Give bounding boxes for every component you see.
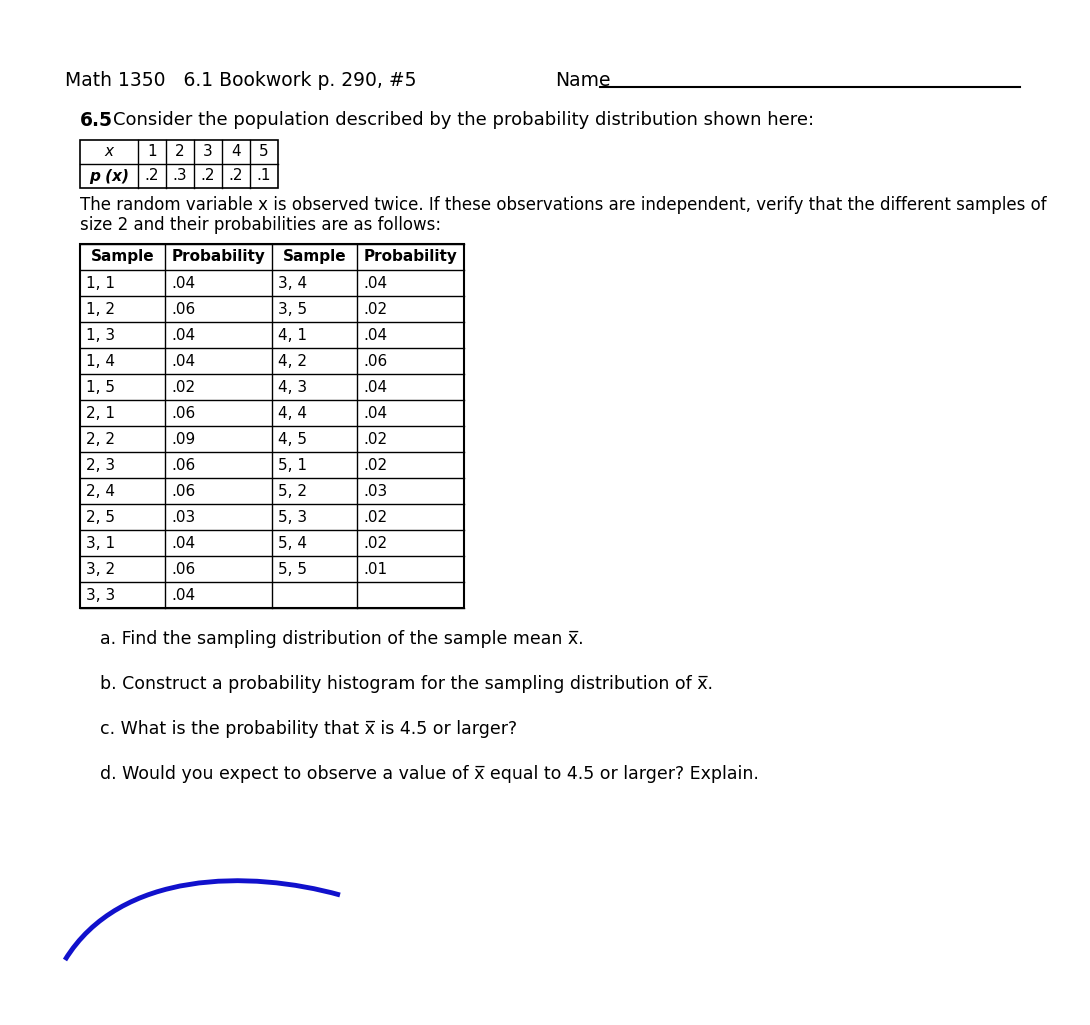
Text: 5, 3: 5, 3	[278, 509, 307, 525]
Text: .04: .04	[171, 354, 195, 369]
Text: p (x): p (x)	[89, 168, 129, 183]
Text: 4, 1: 4, 1	[278, 328, 307, 342]
Text: Math 1350   6.1 Bookwork p. 290, #5: Math 1350 6.1 Bookwork p. 290, #5	[65, 71, 416, 89]
Text: The random variable x is observed twice. If these observations are independent, : The random variable x is observed twice.…	[80, 196, 1046, 214]
Text: 1, 1: 1, 1	[86, 276, 116, 290]
Text: 2, 1: 2, 1	[86, 406, 116, 420]
Text: 1, 2: 1, 2	[86, 301, 116, 317]
Text: b. Construct a probability histogram for the sampling distribution of x̅.: b. Construct a probability histogram for…	[100, 675, 713, 693]
Text: 5, 2: 5, 2	[278, 484, 307, 498]
Text: size 2 and their probabilities are as follows:: size 2 and their probabilities are as fo…	[80, 216, 441, 234]
Bar	[80, 140, 278, 188]
Text: .06: .06	[171, 457, 195, 473]
Text: .06: .06	[171, 406, 195, 420]
Text: Sample: Sample	[282, 249, 347, 264]
Text: .2: .2	[145, 168, 159, 183]
Text: .06: .06	[171, 562, 195, 576]
Text: .04: .04	[363, 406, 387, 420]
Text: 1, 5: 1, 5	[86, 379, 116, 395]
Text: .02: .02	[363, 301, 387, 317]
Text: 5, 1: 5, 1	[278, 457, 307, 473]
Text: 2, 4: 2, 4	[86, 484, 116, 498]
Text: a. Find the sampling distribution of the sample mean x̅.: a. Find the sampling distribution of the…	[100, 630, 583, 648]
Text: 2, 5: 2, 5	[86, 509, 116, 525]
Text: c. What is the probability that x̅ is 4.5 or larger?: c. What is the probability that x̅ is 4.…	[100, 720, 517, 738]
Bar	[80, 244, 464, 608]
Text: 5, 4: 5, 4	[278, 535, 307, 550]
Text: .03: .03	[171, 509, 195, 525]
Text: .02: .02	[363, 432, 387, 447]
Text: d. Would you expect to observe a value of x̅ equal to 4.5 or larger? Explain.: d. Would you expect to observe a value o…	[100, 765, 759, 783]
Text: .03: .03	[363, 484, 387, 498]
Text: .06: .06	[363, 354, 387, 369]
Text: .06: .06	[171, 484, 195, 498]
Text: .04: .04	[171, 587, 195, 603]
Text: x: x	[105, 145, 113, 160]
Text: .06: .06	[171, 301, 195, 317]
Text: .04: .04	[363, 276, 387, 290]
Text: 5: 5	[259, 145, 269, 160]
Text: Sample: Sample	[90, 249, 155, 264]
Text: .04: .04	[363, 328, 387, 342]
Text: .2: .2	[229, 168, 243, 183]
Text: .04: .04	[171, 276, 195, 290]
Text: 4, 2: 4, 2	[278, 354, 307, 369]
Text: .02: .02	[363, 457, 387, 473]
Text: .01: .01	[363, 562, 387, 576]
Text: Consider the population described by the probability distribution shown here:: Consider the population described by the…	[113, 111, 814, 129]
Text: .04: .04	[363, 379, 387, 395]
Text: 3, 2: 3, 2	[86, 562, 116, 576]
Text: .02: .02	[363, 535, 387, 550]
Text: .02: .02	[363, 509, 387, 525]
Text: .04: .04	[171, 535, 195, 550]
Text: .04: .04	[171, 328, 195, 342]
Text: 3, 3: 3, 3	[86, 587, 116, 603]
Text: .2: .2	[201, 168, 215, 183]
Text: 4, 5: 4, 5	[278, 432, 307, 447]
Text: 1, 3: 1, 3	[86, 328, 116, 342]
Text: 4, 3: 4, 3	[278, 379, 307, 395]
Text: 3, 1: 3, 1	[86, 535, 116, 550]
Text: Probability: Probability	[171, 249, 266, 264]
Text: 4: 4	[231, 145, 241, 160]
Text: .1: .1	[257, 168, 271, 183]
Text: .02: .02	[171, 379, 195, 395]
Text: 2, 2: 2, 2	[86, 432, 116, 447]
Text: 2, 3: 2, 3	[86, 457, 116, 473]
Text: .09: .09	[171, 432, 195, 447]
Text: Name: Name	[555, 71, 610, 89]
Text: 1, 4: 1, 4	[86, 354, 116, 369]
Text: 2: 2	[175, 145, 185, 160]
Text: 6.5: 6.5	[80, 111, 113, 129]
Text: 3: 3	[203, 145, 213, 160]
Text: 3, 5: 3, 5	[278, 301, 307, 317]
Text: 5, 5: 5, 5	[278, 562, 307, 576]
Text: 3, 4: 3, 4	[278, 276, 307, 290]
Text: Probability: Probability	[364, 249, 458, 264]
Text: .3: .3	[172, 168, 187, 183]
Text: 4, 4: 4, 4	[278, 406, 307, 420]
Text: 1: 1	[147, 145, 157, 160]
